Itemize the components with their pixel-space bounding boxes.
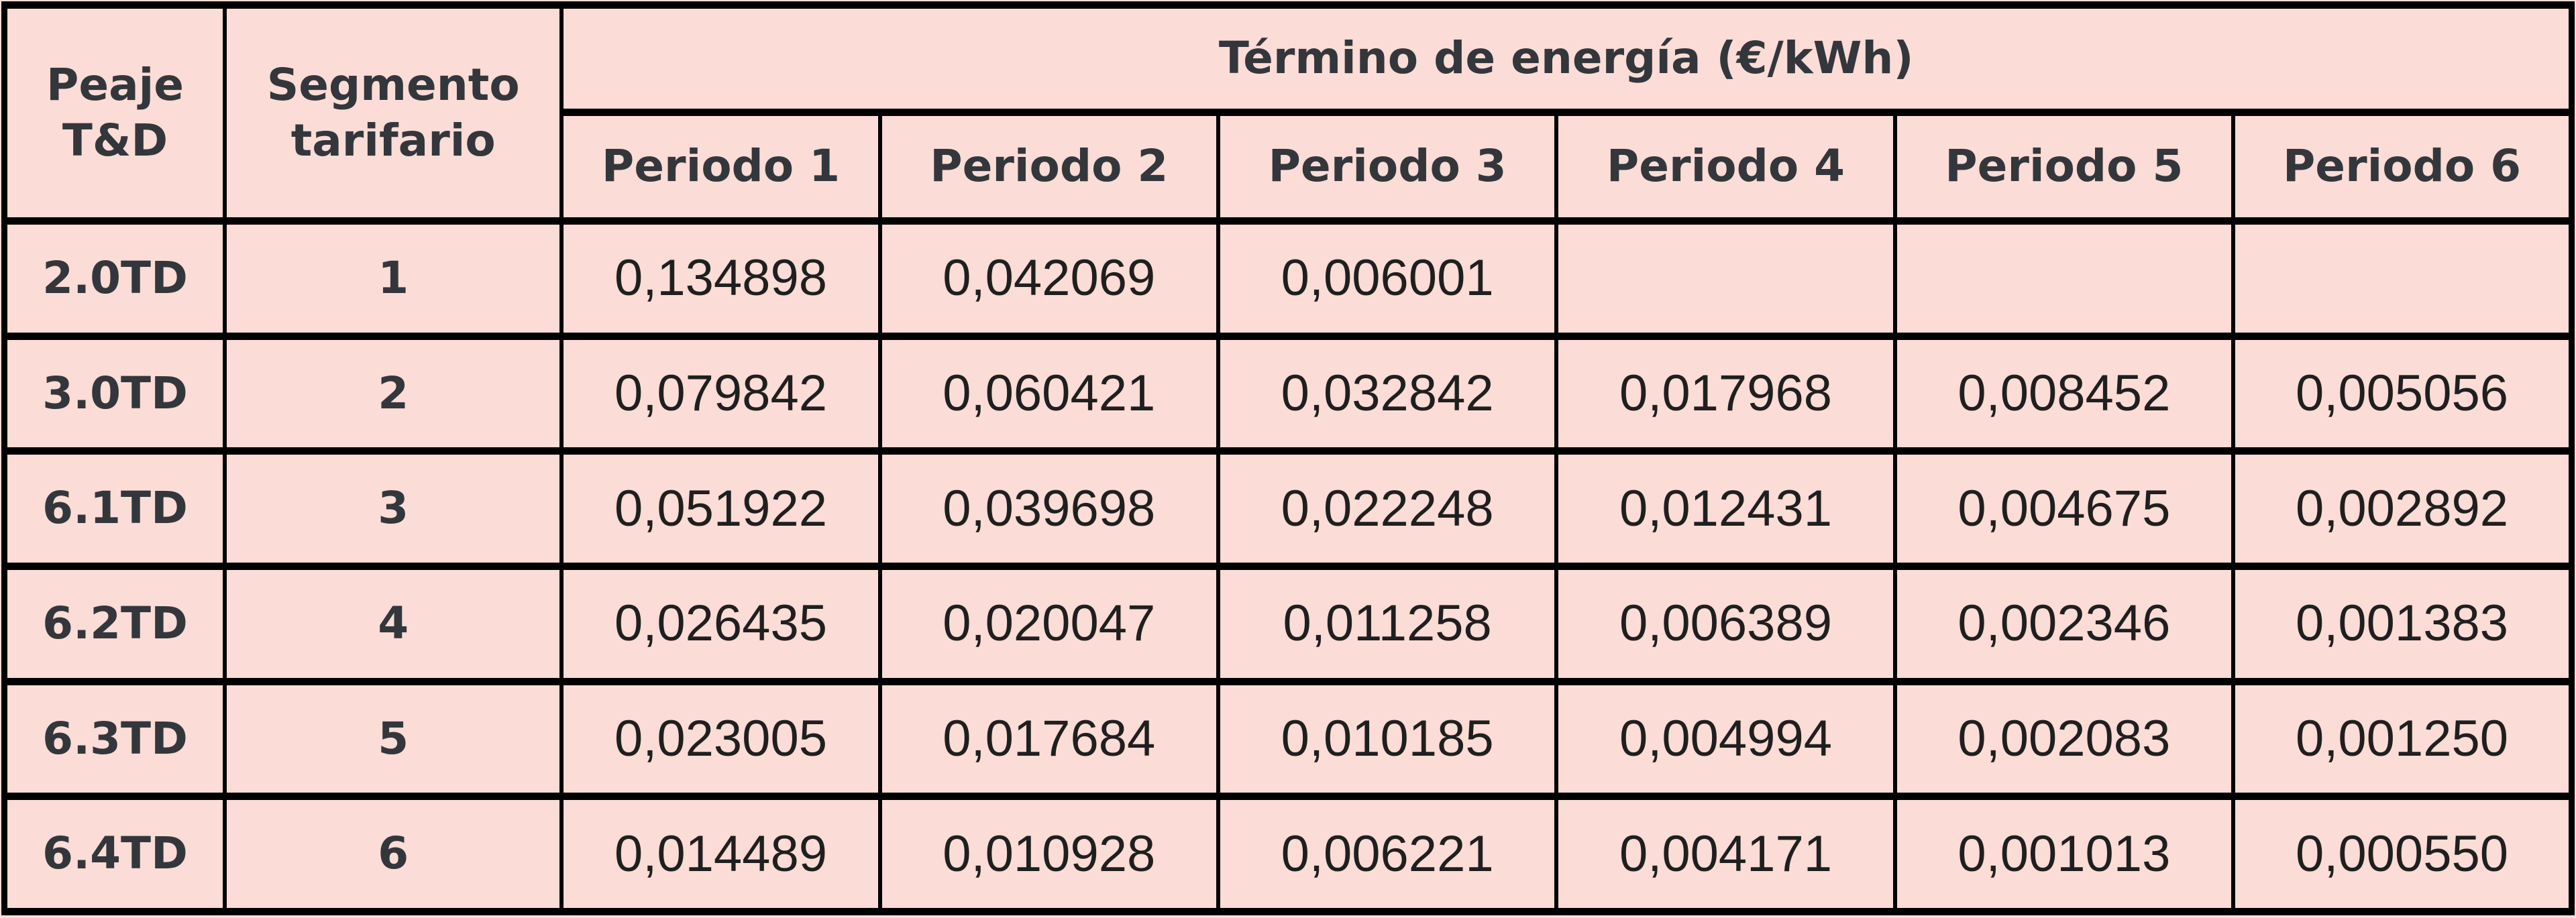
row-label-peaje: 3.0TD bbox=[2, 332, 227, 455]
header-row-group: Peaje T&D Segmento tarifario Término de … bbox=[2, 1, 2574, 225]
value-cell: 0,001013 bbox=[1892, 793, 2236, 915]
value-cell: 0,022248 bbox=[1216, 447, 1559, 570]
table-row-3-0td: 3.0TD 2 0,079842 0,060421 0,032842 0,017… bbox=[2, 332, 2574, 455]
row-label-peaje: 6.4TD bbox=[2, 793, 227, 915]
value-cell: 0,023005 bbox=[559, 677, 882, 801]
value-cell: 0,004171 bbox=[1554, 793, 1897, 915]
row-label-segmento: 1 bbox=[223, 217, 564, 340]
col-header-periodo-3: Periodo 3 bbox=[1216, 109, 1559, 225]
value-cell: 0,005056 bbox=[2231, 332, 2574, 455]
value-cell: 0,001383 bbox=[2231, 562, 2574, 685]
row-label-segmento: 4 bbox=[223, 562, 564, 685]
col-header-termino-energia: Término de energía (€/kWh) bbox=[559, 1, 2574, 116]
row-label-peaje: 6.1TD bbox=[2, 447, 227, 570]
table-row-6-4td: 6.4TD 6 0,014489 0,010928 0,006221 0,004… bbox=[2, 793, 2574, 915]
value-cell: 0,020047 bbox=[877, 562, 1220, 685]
table-row-2-0td: 2.0TD 1 0,134898 0,042069 0,006001 bbox=[2, 217, 2574, 340]
col-header-segmento-tarifario: Segmento tarifario bbox=[223, 1, 564, 225]
value-cell-empty bbox=[1554, 217, 1897, 340]
value-cell: 0,134898 bbox=[559, 217, 882, 340]
value-cell: 0,017968 bbox=[1554, 332, 1897, 455]
col-header-periodo-1: Periodo 1 bbox=[559, 109, 882, 225]
value-cell: 0,008452 bbox=[1892, 332, 2236, 455]
col-header-periodo-2: Periodo 2 bbox=[877, 109, 1220, 225]
value-cell: 0,002083 bbox=[1892, 677, 2236, 801]
value-cell: 0,006001 bbox=[1216, 217, 1559, 340]
col-header-periodo-6: Periodo 6 bbox=[2231, 109, 2574, 225]
value-cell: 0,006221 bbox=[1216, 793, 1559, 915]
row-label-peaje: 6.3TD bbox=[2, 677, 227, 801]
col-header-peaje-td: Peaje T&D bbox=[2, 1, 227, 225]
row-label-segmento: 3 bbox=[223, 447, 564, 570]
value-cell: 0,017684 bbox=[877, 677, 1220, 801]
table-row-6-3td: 6.3TD 5 0,023005 0,017684 0,010185 0,004… bbox=[2, 677, 2574, 801]
col-header-periodo-4: Periodo 4 bbox=[1554, 109, 1897, 225]
value-cell: 0,079842 bbox=[559, 332, 882, 455]
value-cell: 0,032842 bbox=[1216, 332, 1559, 455]
value-cell: 0,060421 bbox=[877, 332, 1220, 455]
value-cell: 0,039698 bbox=[877, 447, 1220, 570]
value-cell: 0,012431 bbox=[1554, 447, 1897, 570]
value-cell: 0,042069 bbox=[877, 217, 1220, 340]
table-row-6-2td: 6.2TD 4 0,026435 0,020047 0,011258 0,006… bbox=[2, 562, 2574, 685]
row-label-segmento: 6 bbox=[223, 793, 564, 915]
value-cell: 0,051922 bbox=[559, 447, 882, 570]
value-cell: 0,006389 bbox=[1554, 562, 1897, 685]
row-label-segmento: 5 bbox=[223, 677, 564, 801]
row-label-peaje: 2.0TD bbox=[2, 217, 227, 340]
value-cell: 0,026435 bbox=[559, 562, 882, 685]
value-cell-empty bbox=[1892, 217, 2236, 340]
row-label-peaje: 6.2TD bbox=[2, 562, 227, 685]
value-cell: 0,010185 bbox=[1216, 677, 1559, 801]
value-cell: 0,000550 bbox=[2231, 793, 2574, 915]
value-cell: 0,002892 bbox=[2231, 447, 2574, 570]
col-header-periodo-5: Periodo 5 bbox=[1892, 109, 2236, 225]
value-cell-empty bbox=[2231, 217, 2574, 340]
row-label-segmento: 2 bbox=[223, 332, 564, 455]
header-row-periods: Periodo 1 Periodo 2 Periodo 3 Periodo 4 … bbox=[5, 109, 2574, 225]
value-cell: 0,014489 bbox=[559, 793, 882, 915]
value-cell: 0,004994 bbox=[1554, 677, 1897, 801]
value-cell: 0,001250 bbox=[2231, 677, 2574, 801]
table-row-6-1td: 6.1TD 3 0,051922 0,039698 0,022248 0,012… bbox=[2, 447, 2574, 570]
value-cell: 0,004675 bbox=[1892, 447, 2236, 570]
value-cell: 0,002346 bbox=[1892, 562, 2236, 685]
value-cell: 0,010928 bbox=[877, 793, 1220, 915]
value-cell: 0,011258 bbox=[1216, 562, 1559, 685]
